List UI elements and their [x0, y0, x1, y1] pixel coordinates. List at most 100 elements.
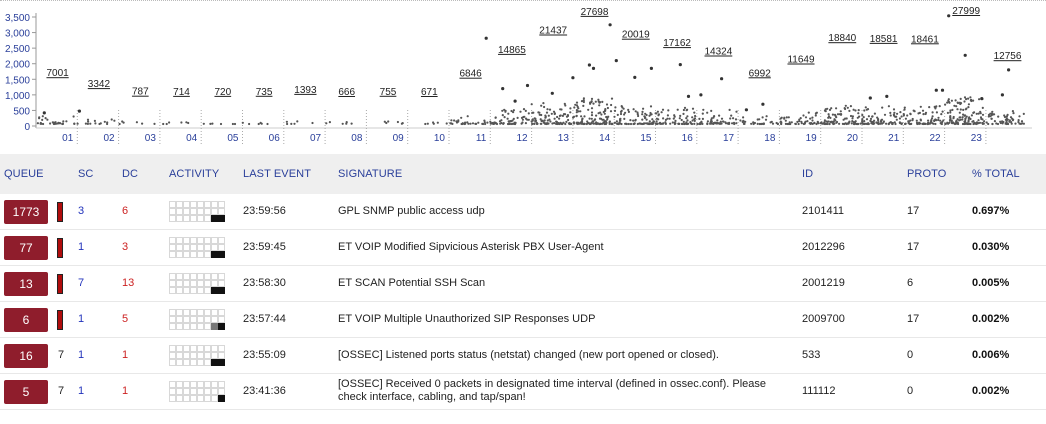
event-point — [548, 108, 552, 111]
event-point — [921, 122, 924, 125]
table-row[interactable]: 16 7 1 1 23:55:09 [OSSEC] Listened ports stat… — [0, 338, 1046, 374]
event-point — [701, 117, 705, 120]
header-dc[interactable]: DC — [122, 168, 139, 180]
event-point — [540, 113, 543, 117]
hour-total-label: 12756 — [994, 51, 1022, 62]
event-point — [964, 122, 967, 125]
event-point — [455, 120, 458, 123]
table-row[interactable]: 13 7 13 23:58:30 ET SCAN Potential SSH Scan 2… — [0, 266, 1046, 302]
percent-total: 0.002% — [972, 385, 1010, 397]
event-point — [594, 100, 597, 103]
table-row[interactable]: 77 1 3 23:59:45 ET VOIP Modified Sipvicious … — [0, 230, 1046, 266]
destination-count-link[interactable]: 1 — [122, 385, 129, 397]
table-row[interactable]: 5 7 1 1 23:41:36 [OSSEC] Received 0 packets i… — [0, 374, 1046, 410]
signature-id[interactable]: 533 — [802, 349, 821, 361]
event-point — [651, 118, 654, 121]
event-point — [513, 122, 516, 125]
event-point — [948, 119, 952, 122]
event-point — [804, 116, 808, 119]
header-last-event[interactable]: LAST EVENT — [243, 168, 312, 180]
queue-count-badge[interactable]: 77 — [4, 236, 48, 260]
event-point — [559, 108, 562, 111]
destination-count-link[interactable]: 13 — [122, 277, 135, 289]
event-point — [979, 116, 983, 119]
activity-cell — [197, 244, 204, 251]
header-sc[interactable]: SC — [78, 168, 94, 180]
source-count-link[interactable]: 3 — [78, 205, 85, 217]
event-point — [633, 75, 637, 79]
event-point — [780, 122, 783, 125]
activity-cell — [211, 359, 218, 366]
signature-id[interactable]: 2001219 — [802, 277, 845, 289]
signature-id[interactable]: 2009700 — [802, 313, 845, 325]
signature-id[interactable]: 111112 — [802, 385, 836, 397]
activity-cell — [211, 201, 218, 208]
activity-cell — [211, 316, 218, 323]
signature-text[interactable]: ET SCAN Potential SSH Scan — [338, 277, 486, 289]
table-row[interactable]: 6 1 5 23:57:44 ET VOIP Multiple Unauthorized… — [0, 302, 1046, 338]
queue-count-badge[interactable]: 1773 — [4, 200, 48, 224]
destination-count-link[interactable]: 3 — [122, 241, 129, 253]
event-point — [830, 107, 833, 110]
signature-text[interactable]: GPL SNMP public access udp — [338, 205, 485, 217]
source-count-link[interactable]: 1 — [78, 385, 85, 397]
header-proto[interactable]: PROTO — [907, 168, 947, 180]
event-point — [153, 122, 156, 125]
signature-text[interactable]: ET VOIP Multiple Unauthorized SIP Respon… — [338, 313, 596, 325]
event-point — [615, 120, 619, 123]
event-point — [616, 113, 619, 116]
event-point — [601, 100, 604, 103]
event-point — [641, 113, 644, 116]
event-point — [975, 112, 978, 115]
event-point — [587, 63, 592, 67]
source-count-link[interactable]: 1 — [78, 349, 85, 361]
signature-id[interactable]: 2012296 — [802, 241, 845, 253]
event-point — [41, 115, 44, 118]
destination-count-link[interactable]: 5 — [122, 313, 129, 325]
event-point — [816, 120, 819, 123]
header-id[interactable]: ID — [802, 168, 814, 180]
event-point — [165, 122, 168, 126]
event-point — [350, 122, 353, 125]
activity-cell — [176, 309, 183, 316]
signature-text[interactable]: ET VOIP Modified Sipvicious Asterisk PBX… — [338, 241, 604, 253]
event-point — [540, 122, 543, 125]
event-point — [286, 122, 289, 126]
source-count-link[interactable]: 7 — [78, 277, 85, 289]
source-count-link[interactable]: 1 — [78, 313, 85, 325]
destination-count-link[interactable]: 6 — [122, 205, 129, 217]
activity-cell — [211, 352, 218, 359]
header-signature[interactable]: SIGNATURE — [338, 168, 403, 180]
header-total[interactable]: % TOTAL — [972, 168, 1020, 180]
event-point — [798, 118, 801, 121]
percent-total: 0.002% — [972, 313, 1010, 325]
event-point — [648, 122, 651, 125]
y-tick-label: 500 — [13, 106, 30, 117]
event-point — [642, 107, 645, 110]
activity-cell — [190, 251, 197, 258]
event-point — [569, 107, 572, 110]
event-point — [607, 115, 610, 118]
event-point — [590, 107, 594, 110]
queue-count-badge[interactable]: 5 — [4, 380, 48, 404]
last-event-time: 23:57:44 — [243, 313, 286, 325]
destination-count-link[interactable]: 1 — [122, 349, 129, 361]
table-row[interactable]: 1773 3 6 23:59:56 GPL SNMP public access udp… — [0, 194, 1046, 230]
signature-text[interactable]: [OSSEC] Listened ports status (netstat) … — [338, 349, 719, 361]
hour-total-label: 18840 — [828, 33, 856, 44]
header-queue[interactable]: QUEUE — [4, 168, 44, 180]
y-tick-label: 3,000 — [5, 29, 30, 40]
event-point — [921, 109, 925, 112]
signature-id[interactable]: 2101411 — [802, 205, 845, 217]
queue-count-badge[interactable]: 13 — [4, 272, 48, 296]
signature-text[interactable]: [OSSEC] Received 0 packets in designated… — [338, 378, 767, 403]
event-point — [967, 103, 971, 106]
event-point — [946, 101, 949, 104]
header-activity[interactable]: ACTIVITY — [169, 168, 220, 180]
event-point — [546, 108, 549, 111]
queue-count-badge[interactable]: 6 — [4, 308, 48, 332]
event-point — [548, 118, 551, 121]
source-count-link[interactable]: 1 — [78, 241, 85, 253]
queue-count-badge[interactable]: 16 — [4, 344, 48, 368]
hour-total-label: 11649 — [787, 55, 815, 66]
